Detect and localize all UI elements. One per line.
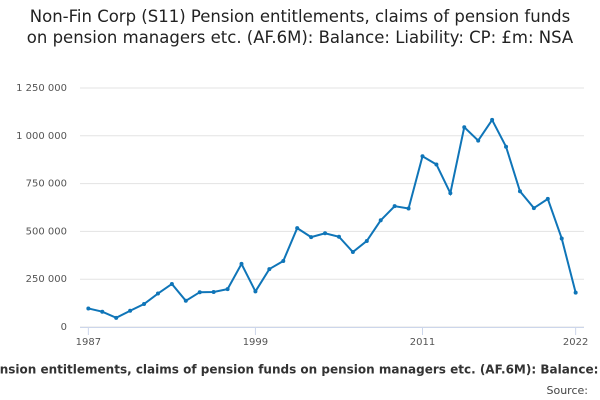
point [406, 206, 411, 211]
point [253, 289, 258, 294]
point [128, 308, 133, 313]
x-tick-label: 2011 [410, 337, 435, 348]
point [364, 238, 369, 243]
point [545, 196, 550, 201]
point [434, 162, 439, 167]
y-tick-label: 1 000 000 [16, 131, 67, 142]
point [531, 206, 536, 211]
x-tick-label: 1987 [76, 337, 101, 348]
point [350, 250, 355, 255]
point [86, 306, 91, 311]
point [267, 267, 272, 272]
point [211, 290, 216, 295]
x-tick-label: 1999 [243, 337, 268, 348]
point [309, 235, 314, 240]
x-tick-label: 2022 [563, 337, 588, 348]
point [420, 154, 425, 159]
y-tick-label: 750 000 [26, 179, 67, 190]
point [336, 234, 341, 239]
y-tick-label: 0 [61, 322, 67, 333]
chart-title: Non-Fin Corp (S11) Pension entitlements,… [26, 7, 574, 47]
point [559, 236, 564, 241]
source: Source: [547, 384, 589, 397]
y-tick-label: 1 250 000 [16, 83, 67, 94]
point [239, 261, 244, 266]
point [225, 287, 230, 292]
point [517, 189, 522, 194]
point [490, 117, 495, 122]
point [197, 290, 202, 295]
point [573, 290, 578, 295]
point [155, 291, 160, 296]
point [378, 218, 383, 223]
y-tick-label: 250 000 [26, 274, 67, 285]
point [295, 226, 300, 231]
point [183, 298, 188, 303]
point [462, 125, 467, 130]
point [114, 315, 119, 320]
point [169, 281, 174, 286]
point [392, 204, 397, 209]
series-label: Non-Fin Corp (S11) Pension entitlements,… [0, 363, 600, 377]
point [142, 302, 147, 307]
point [100, 309, 105, 314]
point [281, 259, 286, 264]
point [448, 191, 453, 196]
y-tick-label: 500 000 [26, 226, 67, 237]
line [88, 117, 577, 319]
point [323, 231, 328, 236]
point [504, 144, 509, 149]
point [476, 138, 481, 143]
